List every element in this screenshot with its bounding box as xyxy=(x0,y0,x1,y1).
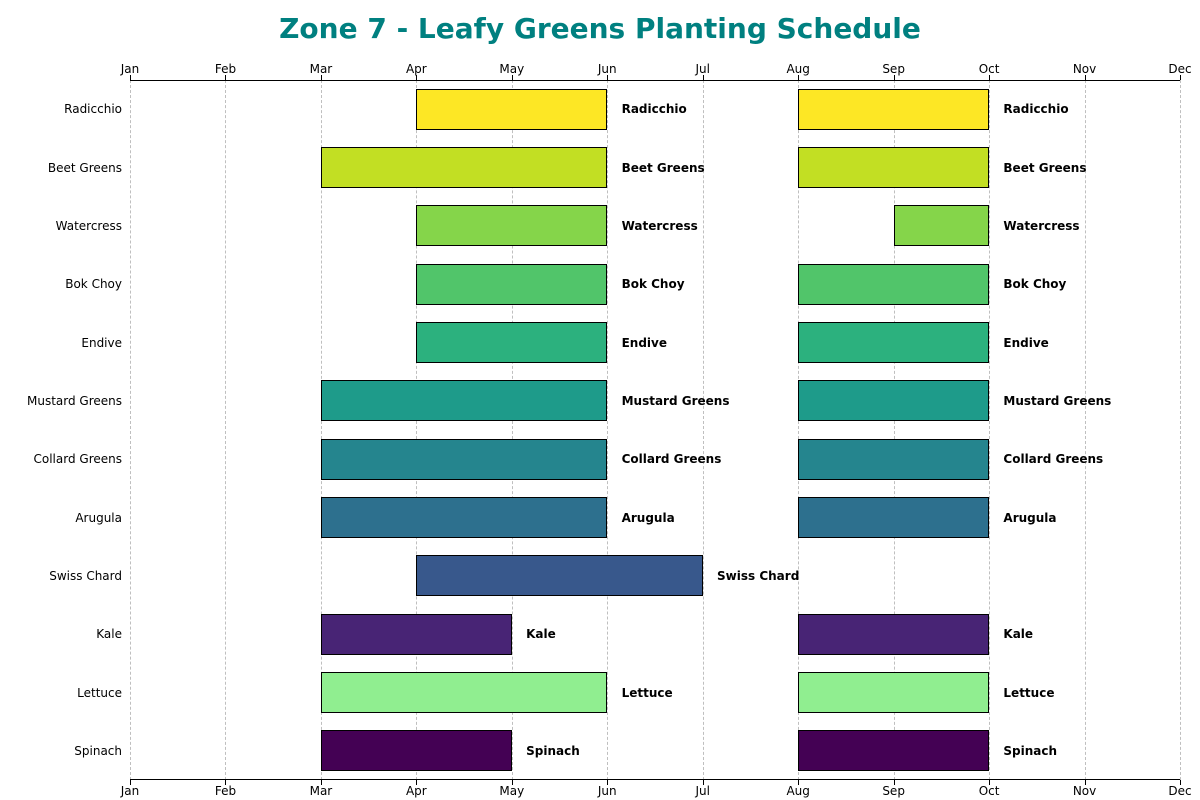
planting-window-bar xyxy=(416,322,607,363)
planting-window-label: Beet Greens xyxy=(622,161,705,175)
x-axis-label: Dec xyxy=(1168,780,1191,798)
planting-window-bar xyxy=(798,380,989,421)
y-axis-label: Spinach xyxy=(74,744,130,758)
x-axis-label: Oct xyxy=(979,780,1000,798)
planting-window-bar xyxy=(416,264,607,305)
planting-window-label: Radicchio xyxy=(1003,102,1068,116)
x-axis-label: Mar xyxy=(310,780,333,798)
x-axis-label: Jun xyxy=(598,62,617,80)
x-axis-label: Jan xyxy=(121,62,140,80)
planting-window-label: Beet Greens xyxy=(1003,161,1086,175)
planting-window-bar xyxy=(798,147,989,188)
planting-window-label: Swiss Chard xyxy=(717,569,799,583)
x-axis-label: Sep xyxy=(882,62,905,80)
planting-window-bar xyxy=(798,264,989,305)
planting-window-bar xyxy=(321,730,512,771)
gridline xyxy=(1085,80,1086,780)
planting-window-bar xyxy=(798,614,989,655)
planting-window-label: Collard Greens xyxy=(1003,452,1103,466)
x-axis-label: Apr xyxy=(406,62,427,80)
gridline xyxy=(1180,80,1181,780)
planting-window-label: Endive xyxy=(1003,336,1048,350)
planting-window-bar xyxy=(416,89,607,130)
planting-window-bar xyxy=(894,205,989,246)
planting-window-bar xyxy=(798,439,989,480)
axis-spine xyxy=(130,779,1180,780)
y-axis-label: Collard Greens xyxy=(34,452,131,466)
planting-window-label: Spinach xyxy=(526,744,580,758)
planting-window-bar xyxy=(798,730,989,771)
chart-title: Zone 7 - Leafy Greens Planting Schedule xyxy=(0,12,1200,45)
x-axis-label: Nov xyxy=(1073,62,1096,80)
x-axis-label: Nov xyxy=(1073,780,1096,798)
x-axis-label: May xyxy=(499,780,524,798)
planting-window-bar xyxy=(798,497,989,538)
planting-window-label: Kale xyxy=(526,627,556,641)
gridline xyxy=(130,80,131,780)
planting-window-label: Kale xyxy=(1003,627,1033,641)
y-axis-label: Watercress xyxy=(56,219,130,233)
y-axis-label: Endive xyxy=(81,336,130,350)
planting-window-label: Mustard Greens xyxy=(1003,394,1111,408)
x-axis-label: May xyxy=(499,62,524,80)
planting-window-bar xyxy=(321,439,607,480)
planting-window-label: Lettuce xyxy=(622,686,673,700)
planting-window-label: Watercress xyxy=(1003,219,1079,233)
x-axis-label: Aug xyxy=(786,62,809,80)
gridline xyxy=(989,80,990,780)
axis-spine xyxy=(130,80,1180,81)
x-axis-label: Oct xyxy=(979,62,1000,80)
gridline xyxy=(703,80,704,780)
x-axis-label: Feb xyxy=(215,62,236,80)
planting-window-bar xyxy=(321,380,607,421)
planting-window-label: Arugula xyxy=(622,511,675,525)
x-axis-label: Dec xyxy=(1168,62,1191,80)
planting-window-label: Radicchio xyxy=(622,102,687,116)
y-axis-label: Lettuce xyxy=(77,686,130,700)
planting-window-bar xyxy=(321,672,607,713)
planting-window-label: Bok Choy xyxy=(1003,277,1066,291)
planting-window-bar xyxy=(798,672,989,713)
y-axis-label: Kale xyxy=(96,627,130,641)
y-axis-label: Beet Greens xyxy=(48,161,130,175)
gridline xyxy=(225,80,226,780)
gridline xyxy=(607,80,608,780)
planting-window-bar xyxy=(321,147,607,188)
y-axis-label: Swiss Chard xyxy=(49,569,130,583)
gantt-chart: Zone 7 - Leafy Greens Planting Schedule … xyxy=(0,0,1200,800)
y-axis-label: Mustard Greens xyxy=(27,394,130,408)
y-axis-label: Bok Choy xyxy=(65,277,130,291)
x-axis-label: Apr xyxy=(406,780,427,798)
planting-window-label: Arugula xyxy=(1003,511,1056,525)
planting-window-bar xyxy=(321,614,512,655)
planting-window-bar xyxy=(798,322,989,363)
planting-window-bar xyxy=(416,205,607,246)
planting-window-label: Bok Choy xyxy=(622,277,685,291)
x-axis-label: Aug xyxy=(786,780,809,798)
x-axis-label: Jan xyxy=(121,780,140,798)
x-axis-label: Jul xyxy=(695,780,709,798)
x-axis-label: Sep xyxy=(882,780,905,798)
planting-window-bar xyxy=(798,89,989,130)
planting-window-bar xyxy=(321,497,607,538)
x-axis-label: Jun xyxy=(598,780,617,798)
planting-window-label: Mustard Greens xyxy=(622,394,730,408)
x-axis-label: Feb xyxy=(215,780,236,798)
y-axis-label: Arugula xyxy=(75,511,130,525)
planting-window-label: Endive xyxy=(622,336,667,350)
y-axis-label: Radicchio xyxy=(64,102,130,116)
x-axis-label: Jul xyxy=(695,62,709,80)
planting-window-label: Collard Greens xyxy=(622,452,722,466)
x-axis-label: Mar xyxy=(310,62,333,80)
planting-window-label: Watercress xyxy=(622,219,698,233)
planting-window-bar xyxy=(416,555,702,596)
planting-window-label: Spinach xyxy=(1003,744,1057,758)
planting-window-label: Lettuce xyxy=(1003,686,1054,700)
plot-area: JanJanFebFebMarMarAprAprMayMayJunJunJulJ… xyxy=(130,80,1180,780)
